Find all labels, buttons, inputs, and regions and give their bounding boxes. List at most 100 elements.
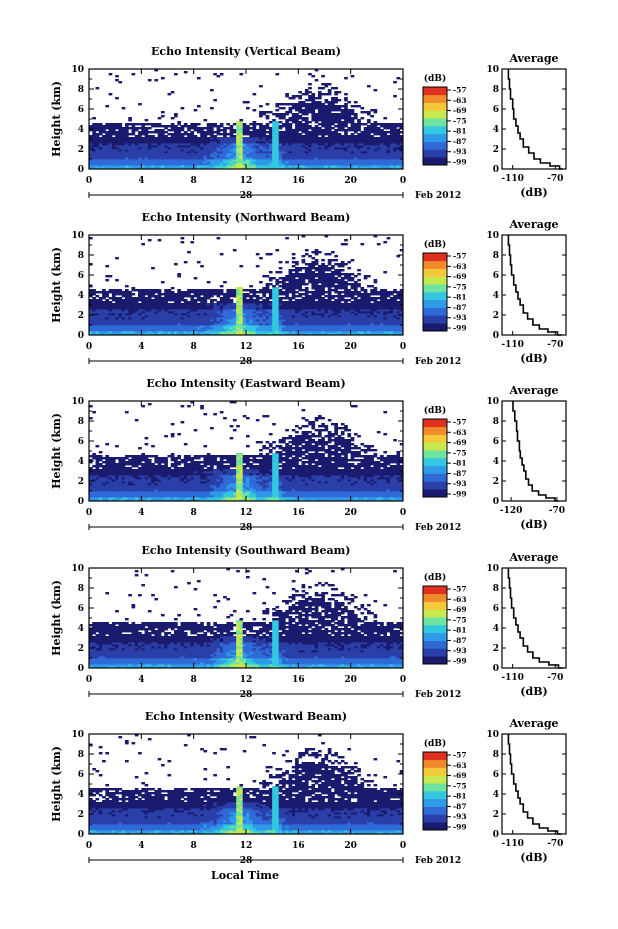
- heatmap-cell: [353, 323, 358, 326]
- heatmap-cell: [370, 311, 374, 314]
- heatmap-cell: [295, 157, 299, 160]
- heatmap-cell: [196, 297, 201, 300]
- heatmap-cell: [236, 153, 240, 156]
- heatmap-cell: [216, 161, 221, 164]
- heatmap-cell: [105, 313, 110, 316]
- heatmap-cell: [367, 127, 371, 130]
- heatmap-cell: [311, 325, 316, 328]
- heatmap-cell: [206, 331, 211, 334]
- heatmap-cell: [203, 137, 208, 140]
- heatmap-cell: [334, 145, 338, 148]
- heatmap-cell: [118, 125, 123, 128]
- heatmap-cell: [255, 323, 260, 326]
- heatmap-cell: [301, 145, 306, 148]
- heatmap-cell: [98, 131, 103, 134]
- heatmap-cell: [177, 303, 181, 306]
- heatmap-cell: [180, 107, 185, 110]
- heatmap-cell: [223, 163, 227, 166]
- heatmap-cell: [187, 159, 191, 162]
- heatmap-cell: [353, 297, 358, 300]
- heatmap-cell: [239, 149, 244, 152]
- heatmap-cell: [138, 147, 142, 150]
- heatmap-cell: [92, 135, 96, 138]
- heatmap-cell: [92, 313, 96, 316]
- heatmap-cell: [219, 165, 224, 168]
- heatmap-cell: [206, 139, 211, 142]
- heatmap-cell: [288, 327, 293, 330]
- heatmap-cell: [350, 137, 355, 140]
- heatmap-cell: [383, 117, 388, 120]
- heatmap-cell: [295, 107, 299, 110]
- heatmap-cell: [334, 93, 338, 96]
- heatmap-cell: [144, 145, 149, 148]
- heatmap-cell: [111, 129, 116, 132]
- heatmap-cell: [353, 287, 358, 290]
- heatmap-cell: [239, 305, 244, 308]
- heatmap-cell: [190, 167, 195, 170]
- heatmap-cell: [164, 145, 168, 148]
- heatmap-cell: [321, 139, 325, 142]
- heatmap-cell: [311, 139, 316, 142]
- heatmap-cell: [180, 315, 185, 318]
- heatmap-cell: [190, 139, 195, 142]
- heatmap-cell: [174, 309, 178, 312]
- heatmap-cell: [373, 127, 378, 130]
- heatmap-cell: [131, 147, 136, 150]
- heatmap-cell: [160, 281, 165, 284]
- heatmap-cell: [118, 309, 123, 312]
- heatmap-cell: [298, 117, 302, 120]
- heatmap-cell: [141, 165, 145, 168]
- heatmap-cell: [344, 327, 348, 330]
- heatmap-cell: [337, 273, 342, 276]
- heatmap-cell: [262, 147, 267, 150]
- heatmap-cell: [196, 329, 201, 332]
- heatmap-cell: [147, 307, 152, 310]
- heatmap-cell: [249, 325, 253, 328]
- heatmap-cell: [357, 299, 361, 302]
- heatmap-cell: [128, 307, 132, 310]
- heatmap-cell: [196, 151, 201, 154]
- heatmap-cell: [295, 139, 299, 142]
- heatmap-cell: [347, 275, 352, 278]
- heatmap-cell: [360, 299, 365, 302]
- heatmap-cell: [246, 151, 250, 154]
- y-tick-label: 2: [78, 145, 84, 155]
- heatmap-cell: [229, 323, 234, 326]
- heatmap-cell: [226, 143, 231, 146]
- heatmap-cell: [138, 303, 142, 306]
- heatmap-cell: [249, 317, 253, 320]
- heatmap-cell: [327, 275, 332, 278]
- heatmap-cell: [301, 303, 306, 306]
- heatmap-cell: [370, 141, 374, 144]
- heatmap-cell: [350, 163, 355, 166]
- heatmap-cell: [206, 313, 211, 316]
- heatmap-cell: [350, 307, 355, 310]
- heatmap-cell: [304, 167, 309, 170]
- heatmap-cell: [308, 131, 312, 134]
- heatmap-cell: [337, 281, 342, 284]
- heatmap-cell: [219, 325, 224, 328]
- heatmap-cell: [180, 145, 185, 148]
- heatmap-cell: [92, 319, 96, 322]
- heatmap-cell: [183, 123, 188, 126]
- heatmap-cell: [223, 151, 227, 154]
- heatmap-cell: [229, 131, 234, 134]
- heatmap-cell: [141, 311, 145, 314]
- heatmap-cell: [304, 111, 309, 114]
- heatmap-cell: [389, 315, 394, 318]
- heatmap-cell: [183, 309, 188, 312]
- heatmap-cell: [157, 239, 162, 242]
- heatmap-cell: [206, 165, 211, 168]
- heatmap-cell: [308, 333, 312, 336]
- heatmap-cell: [167, 167, 172, 170]
- heatmap-cell: [344, 321, 348, 324]
- heatmap-cell: [331, 309, 335, 312]
- heatmap-cell: [147, 139, 152, 142]
- heatmap-cell: [252, 131, 257, 134]
- heatmap-cell: [160, 131, 165, 134]
- heatmap-cell: [210, 133, 214, 136]
- heatmap-cell: [291, 253, 296, 256]
- heatmap-cell: [288, 289, 293, 292]
- heatmap-cell: [340, 137, 345, 140]
- heatmap-cell: [291, 131, 296, 134]
